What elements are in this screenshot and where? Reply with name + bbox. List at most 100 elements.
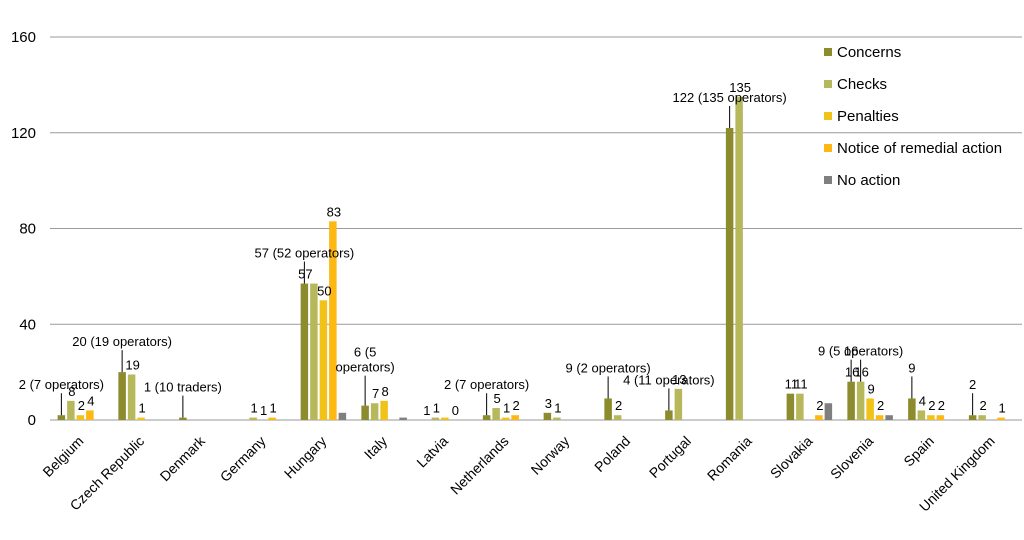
data-label: 0: [452, 403, 459, 418]
data-label: 1: [260, 403, 267, 418]
annotation-label: 9 (2 operators): [565, 360, 650, 375]
bar-concerns: [604, 398, 612, 420]
bar-no-action: [824, 403, 833, 420]
annotation-label: 2 (7 operators): [444, 377, 529, 392]
annotation-label: 16: [844, 344, 858, 359]
bar-penalties: [76, 415, 85, 420]
data-label: 11: [785, 377, 799, 392]
bar-concerns: [543, 412, 552, 420]
bar-checks: [613, 415, 622, 420]
x-tick-label: Denmark: [157, 432, 209, 484]
data-label: 4: [919, 393, 926, 408]
annotation-label: 1 (10 traders): [144, 380, 222, 395]
bar-penalties: [866, 398, 874, 420]
bar-notice-of-remedial-action: [511, 415, 519, 420]
bar-no-action: [399, 417, 407, 420]
bar-checks: [553, 417, 561, 420]
annotation-label: 57 (52 operators): [255, 246, 355, 261]
bar-penalties: [501, 417, 510, 420]
bar-checks: [978, 415, 986, 420]
bar-checks: [67, 400, 75, 420]
annotations: 2 (7 operators) 20 (19 operators) 1 (10 tr…: [19, 90, 976, 418]
data-label: 83: [327, 204, 341, 219]
data-label: 1: [999, 401, 1006, 416]
data-label: 8: [382, 384, 389, 399]
bar-checks: [310, 283, 318, 420]
annotation-label: 2 (7 operators): [19, 377, 104, 392]
data-label: 19: [125, 358, 139, 373]
data-label: 3: [545, 396, 552, 411]
x-tick-label: Spain: [900, 433, 937, 470]
data-label: 8: [68, 384, 75, 399]
legend-label: Notice of remedial action: [837, 140, 1002, 157]
legend-swatch: [824, 48, 832, 56]
x-tick-label: Portugal: [646, 433, 694, 481]
bar-penalties: [319, 300, 328, 420]
bar-notice-of-remedial-action: [86, 410, 94, 420]
annotation-label: 9: [908, 360, 915, 375]
annotation-label: 6 (5 operators): [336, 345, 395, 375]
data-label: 1: [503, 401, 510, 416]
bar-checks: [796, 393, 804, 420]
bar-checks: [735, 96, 743, 420]
annotation-label: 4 (11 operators): [623, 372, 715, 387]
data-label: 11: [794, 377, 808, 392]
bar-checks: [856, 381, 865, 420]
bar-no-action: [338, 412, 347, 420]
bar-checks: [917, 410, 926, 420]
bar-concerns: [847, 381, 855, 420]
bar-checks: [249, 417, 257, 420]
bar-concerns: [786, 393, 795, 420]
bar-checks: [431, 417, 440, 420]
data-label: 2: [513, 398, 520, 413]
bar-concerns: [179, 417, 187, 420]
bar-concerns: [968, 415, 977, 420]
x-tick-label: Belgium: [39, 433, 86, 480]
x-tick-label: Latvia: [413, 433, 451, 471]
data-label: 1: [554, 401, 561, 416]
y-tick-label: 0: [28, 412, 36, 429]
bar-checks: [370, 403, 379, 420]
bar-concerns: [725, 127, 734, 421]
data-label: 9: [868, 381, 875, 396]
annotation-label: 122 (135 operators): [673, 90, 787, 105]
legend-label: Penalties: [837, 108, 899, 125]
bar-concerns: [300, 283, 309, 420]
gridlines: [50, 36, 1022, 421]
legend-swatch: [824, 144, 832, 152]
data-label: 2: [928, 398, 935, 413]
data-label: 1: [139, 401, 146, 416]
bar-notice-of-remedial-action: [997, 417, 1005, 420]
annotation-label: 20 (19 operators): [72, 334, 172, 349]
x-tick-label: Romania: [704, 433, 755, 484]
annotation-line: 9 (5 operators): [818, 344, 903, 359]
data-label: 1: [251, 401, 258, 416]
data-label: 2: [938, 398, 945, 413]
annotation-line: 9: [908, 360, 915, 375]
legend-label: Checks: [837, 76, 887, 93]
y-tick-label: 120: [11, 125, 36, 142]
x-tick-label: Poland: [591, 433, 633, 475]
annotation-line: operators): [336, 360, 395, 375]
legend-swatch: [824, 176, 832, 184]
annotation-line: 4 (11 operators): [623, 372, 715, 387]
data-label: 1: [270, 401, 277, 416]
data-label: 7: [372, 386, 379, 401]
legend-swatch: [824, 80, 832, 88]
bars: [57, 96, 1005, 421]
bar-concerns: [118, 372, 126, 420]
bar-concerns: [482, 415, 491, 420]
annotation-line: 122 (135 operators): [673, 90, 787, 105]
bar-notice-of-remedial-action: [815, 415, 823, 420]
bar-checks: [492, 408, 500, 420]
annotation-line: 16: [844, 344, 858, 359]
annotation-line: 2 (7 operators): [444, 377, 529, 392]
data-label: 4: [87, 393, 94, 408]
data-label: 2: [816, 398, 823, 413]
bar-penalties: [380, 400, 388, 420]
x-tick-label: Germany: [217, 433, 269, 485]
bar-notice-of-remedial-action: [936, 415, 945, 420]
annotation-line: 57 (52 operators): [255, 246, 355, 261]
